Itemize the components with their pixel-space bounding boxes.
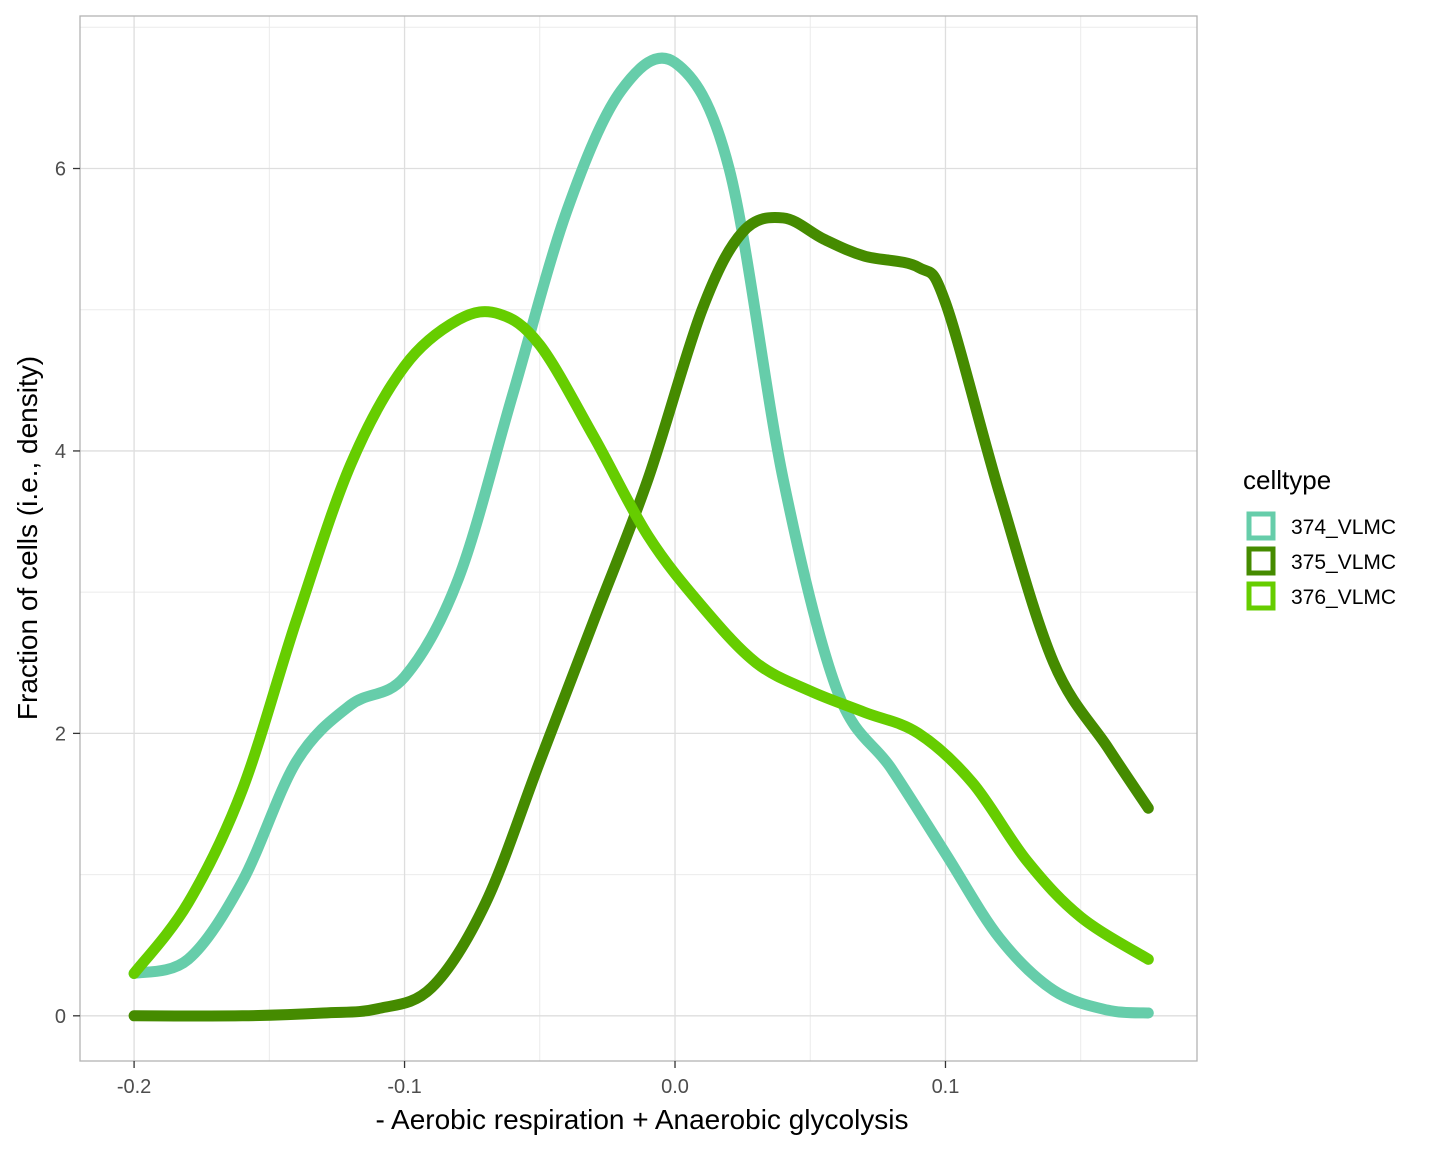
- y-axis-ticks: 0 2 4 6: [55, 159, 80, 1028]
- legend-key-374_VLMC: [1246, 511, 1276, 541]
- y-axis-title: Fraction of cells (i.e., density): [12, 356, 43, 720]
- legend-title: celltype: [1243, 465, 1331, 495]
- y-tick-label: 6: [55, 159, 66, 181]
- density-line-375_VLMC: [128, 211, 1154, 1022]
- legend-items: 374_VLMC 375_VLMC 376_VLMC: [1246, 511, 1396, 611]
- x-axis-title: - Aerobic respiration + Anaerobic glycol…: [375, 1104, 908, 1135]
- panel-border: [79, 15, 1198, 1062]
- x-tick-label: -0.2: [117, 1076, 151, 1098]
- grid-major: [80, 16, 1197, 1061]
- legend: celltype 374_VLMC 375_VLMC 376_VLMC: [1243, 465, 1396, 611]
- legend-key-375_VLMC: [1246, 546, 1276, 576]
- legend-label-376_VLMC: 376_VLMC: [1291, 586, 1396, 609]
- y-tick-label: 4: [55, 441, 66, 463]
- x-axis-ticks: -0.2 -0.1 0.0 0.1: [117, 1061, 960, 1098]
- density-line-374_VLMC: [128, 52, 1154, 1019]
- legend-label-374_VLMC: 374_VLMC: [1291, 516, 1396, 539]
- legend-label-375_VLMC: 375_VLMC: [1291, 551, 1396, 574]
- density-lines: [128, 52, 1154, 1022]
- y-tick-label: 2: [55, 723, 66, 745]
- x-tick-label: -0.1: [387, 1076, 421, 1098]
- x-tick-label: 0.1: [932, 1076, 960, 1098]
- density-line-376_VLMC: [128, 306, 1154, 979]
- y-tick-label: 0: [55, 1006, 66, 1028]
- legend-key-376_VLMC: [1246, 581, 1276, 611]
- grid-minor: [80, 16, 1197, 1061]
- x-tick-label: 0.0: [661, 1076, 689, 1098]
